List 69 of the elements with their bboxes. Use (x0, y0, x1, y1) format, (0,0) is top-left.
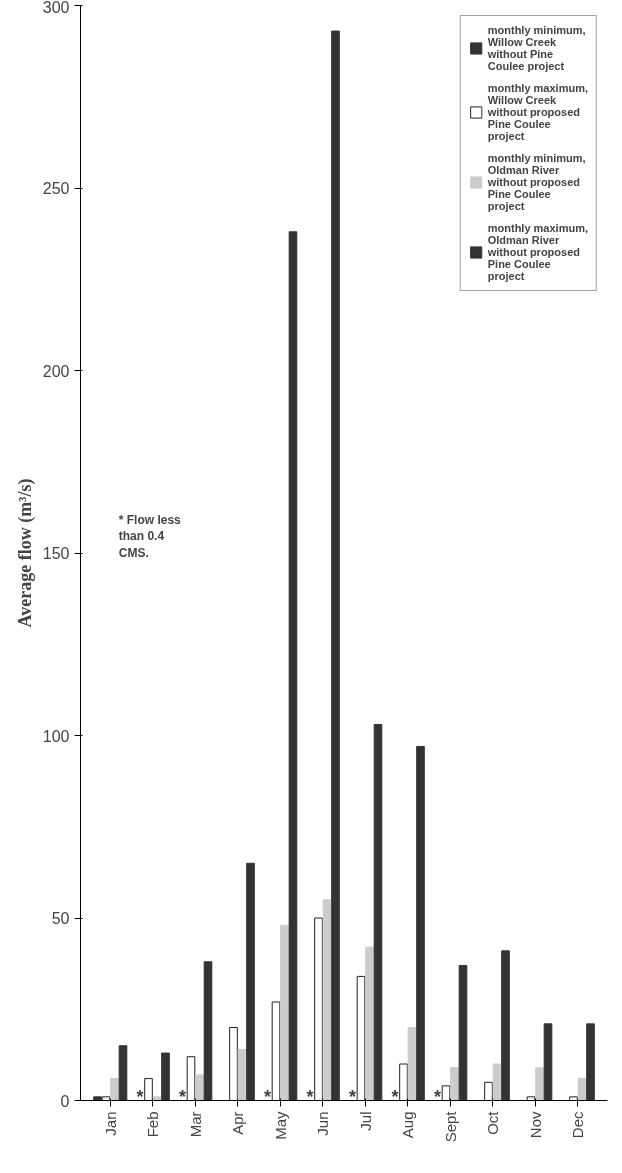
bar (373, 724, 383, 1101)
bar (246, 862, 255, 1101)
bar (144, 1078, 153, 1101)
legend-label: monthly minimum, Oldman River without proposed Pine Coulee project (487, 152, 586, 212)
legend-label: monthly maximum, Willow Creek without proposed Pine Coulee project (487, 82, 588, 142)
y-tick-label: 300 (42, 0, 70, 16)
y-tick-label: 250 (42, 180, 70, 197)
bar (152, 1096, 162, 1101)
bar (586, 1023, 595, 1101)
bar (110, 1078, 119, 1101)
bar (526, 1096, 536, 1101)
bar (314, 917, 323, 1101)
bar (501, 950, 510, 1101)
bar (441, 1085, 451, 1101)
bar (356, 975, 366, 1101)
bar (569, 1096, 578, 1101)
legend-label: monthly minimum, Willow Creek without Pine Coulee project (487, 24, 586, 72)
bar (118, 1045, 128, 1101)
bar (416, 745, 425, 1101)
x-tick-label: Jul (356, 1111, 374, 1131)
bar (450, 1067, 459, 1101)
bar (577, 1078, 587, 1101)
legend-label: monthly maximum, Oldman River without proposed Pine Coulee project (487, 222, 588, 282)
x-tick-label: Jan (101, 1111, 119, 1136)
x-tick-label: Oct (484, 1110, 502, 1135)
bar (186, 1056, 196, 1101)
bar (203, 961, 213, 1101)
bar (229, 1027, 238, 1101)
bar (237, 1048, 247, 1101)
y-tick-label: 200 (42, 362, 70, 380)
bar (407, 1027, 417, 1101)
bar (365, 946, 374, 1101)
bar (543, 1023, 553, 1101)
x-tick-label: Aug (399, 1111, 417, 1139)
bar (288, 231, 298, 1101)
bar (93, 1096, 102, 1101)
bar (322, 899, 332, 1101)
annotation: * (306, 1086, 314, 1107)
y-tick-label: 50 (51, 910, 70, 927)
annotation: * (349, 1086, 357, 1107)
y-tick-label: 150 (42, 545, 70, 562)
x-tick-label: Sept (441, 1110, 459, 1143)
bar (399, 1063, 408, 1101)
x-tick-label: Jun (314, 1111, 332, 1136)
x-tick-label: Mar (186, 1111, 204, 1138)
x-tick-label: Nov (526, 1111, 544, 1139)
y-tick-label: 0 (60, 1092, 70, 1110)
bar (271, 1001, 281, 1101)
y-axis-title: Average flow (m³/s) (14, 478, 36, 628)
annotation: * Flow less than 0.4 CMS. (118, 512, 182, 561)
bar (484, 1081, 493, 1101)
annotation: * (179, 1086, 187, 1107)
annotation: * (136, 1086, 144, 1107)
annotation: * (264, 1086, 272, 1107)
bar (280, 924, 289, 1101)
y-tick-label: 100 (42, 727, 70, 745)
x-tick-label: Feb (144, 1111, 162, 1138)
annotation: * (434, 1086, 442, 1107)
bar (195, 1074, 204, 1101)
bar (161, 1052, 170, 1101)
bar (331, 30, 340, 1101)
x-tick-label: Dec (569, 1111, 587, 1139)
bar (535, 1067, 544, 1101)
bar (458, 964, 468, 1101)
bar (492, 1063, 502, 1101)
bar (101, 1096, 111, 1101)
annotation: * (391, 1086, 399, 1107)
x-tick-label: May (271, 1111, 289, 1140)
x-tick-label: Apr (229, 1111, 247, 1135)
